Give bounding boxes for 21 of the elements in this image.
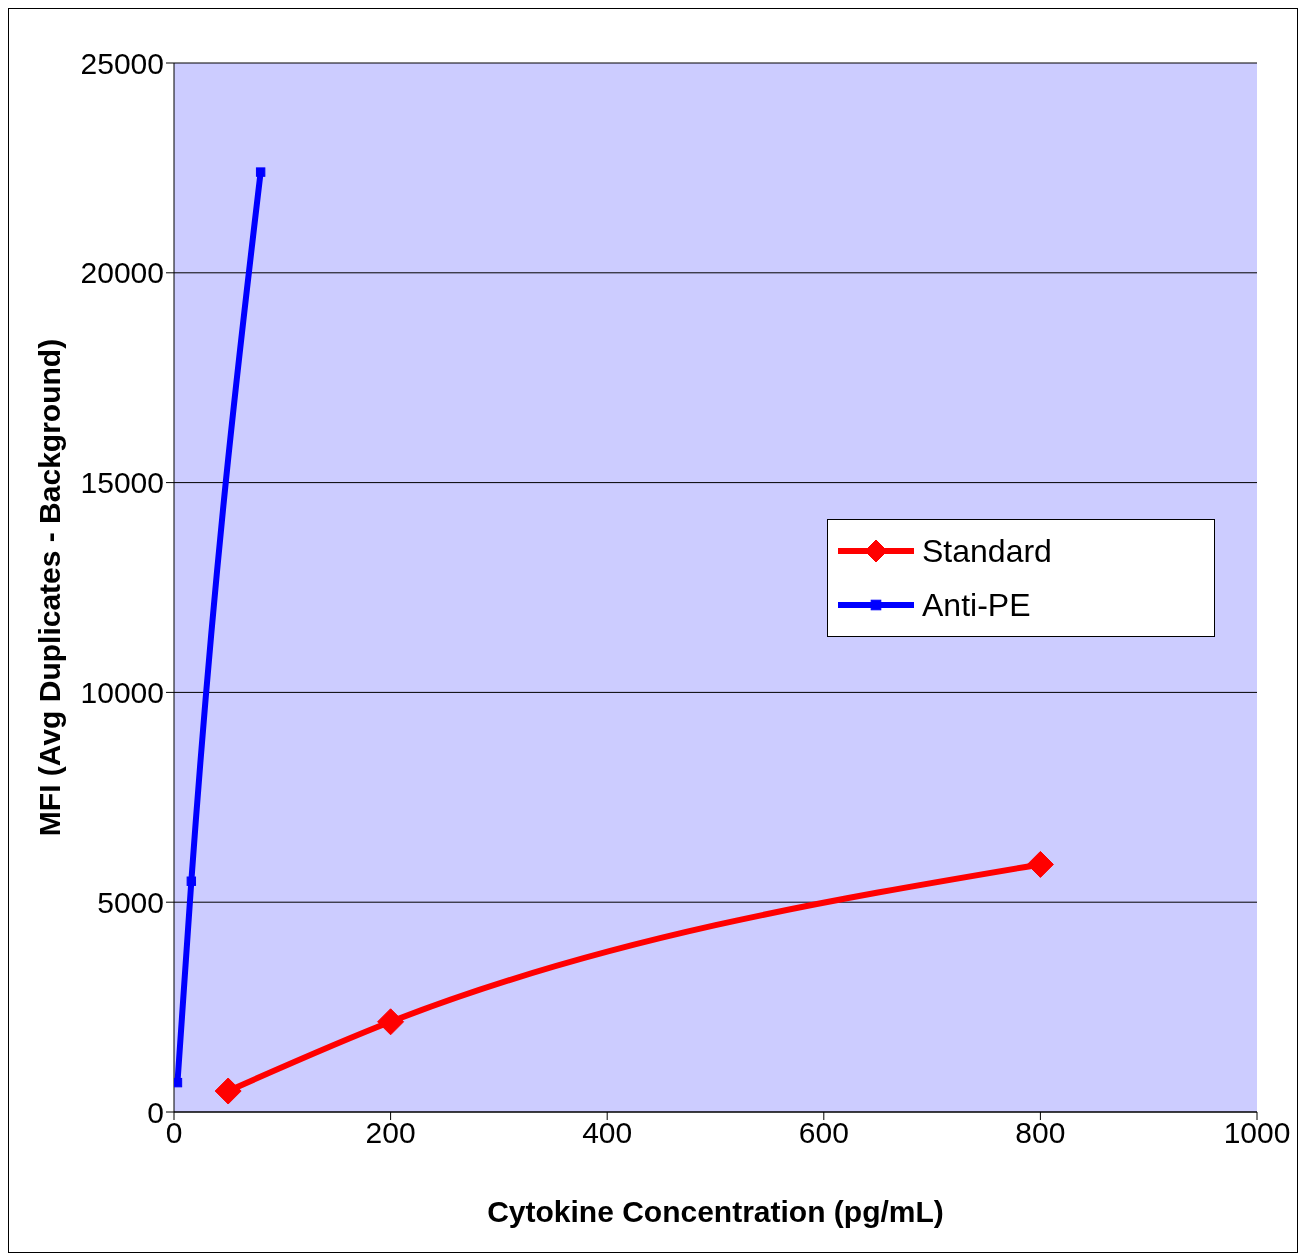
y-axis-title: MFI (Avg Duplicates - Background) [32,338,66,837]
point [186,876,197,886]
y-tick-label: 10000 [80,676,164,710]
point [1026,850,1054,878]
legend-label: Anti-PE [922,586,1031,624]
x-tick-label: 800 [1015,1116,1066,1150]
legend-label: Standard [922,532,1052,570]
point [377,1008,405,1036]
y-tick-label: 20000 [80,256,164,290]
point [174,1077,183,1088]
x-axis-title: Cytokine Concentration (pg/mL) [487,1195,944,1228]
y-tick-label: 15000 [80,466,164,500]
y-tick-label: 25000 [80,46,164,80]
x-tick-label: 200 [365,1116,416,1150]
y-tick-label: 0 [147,1095,164,1129]
point [214,1077,242,1105]
y-tick-label: 5000 [97,885,164,919]
x-tick-label: 600 [798,1116,849,1150]
x-tick-label: 1000 [1223,1116,1291,1150]
x-tick-label: 400 [582,1116,633,1150]
point [255,167,266,177]
